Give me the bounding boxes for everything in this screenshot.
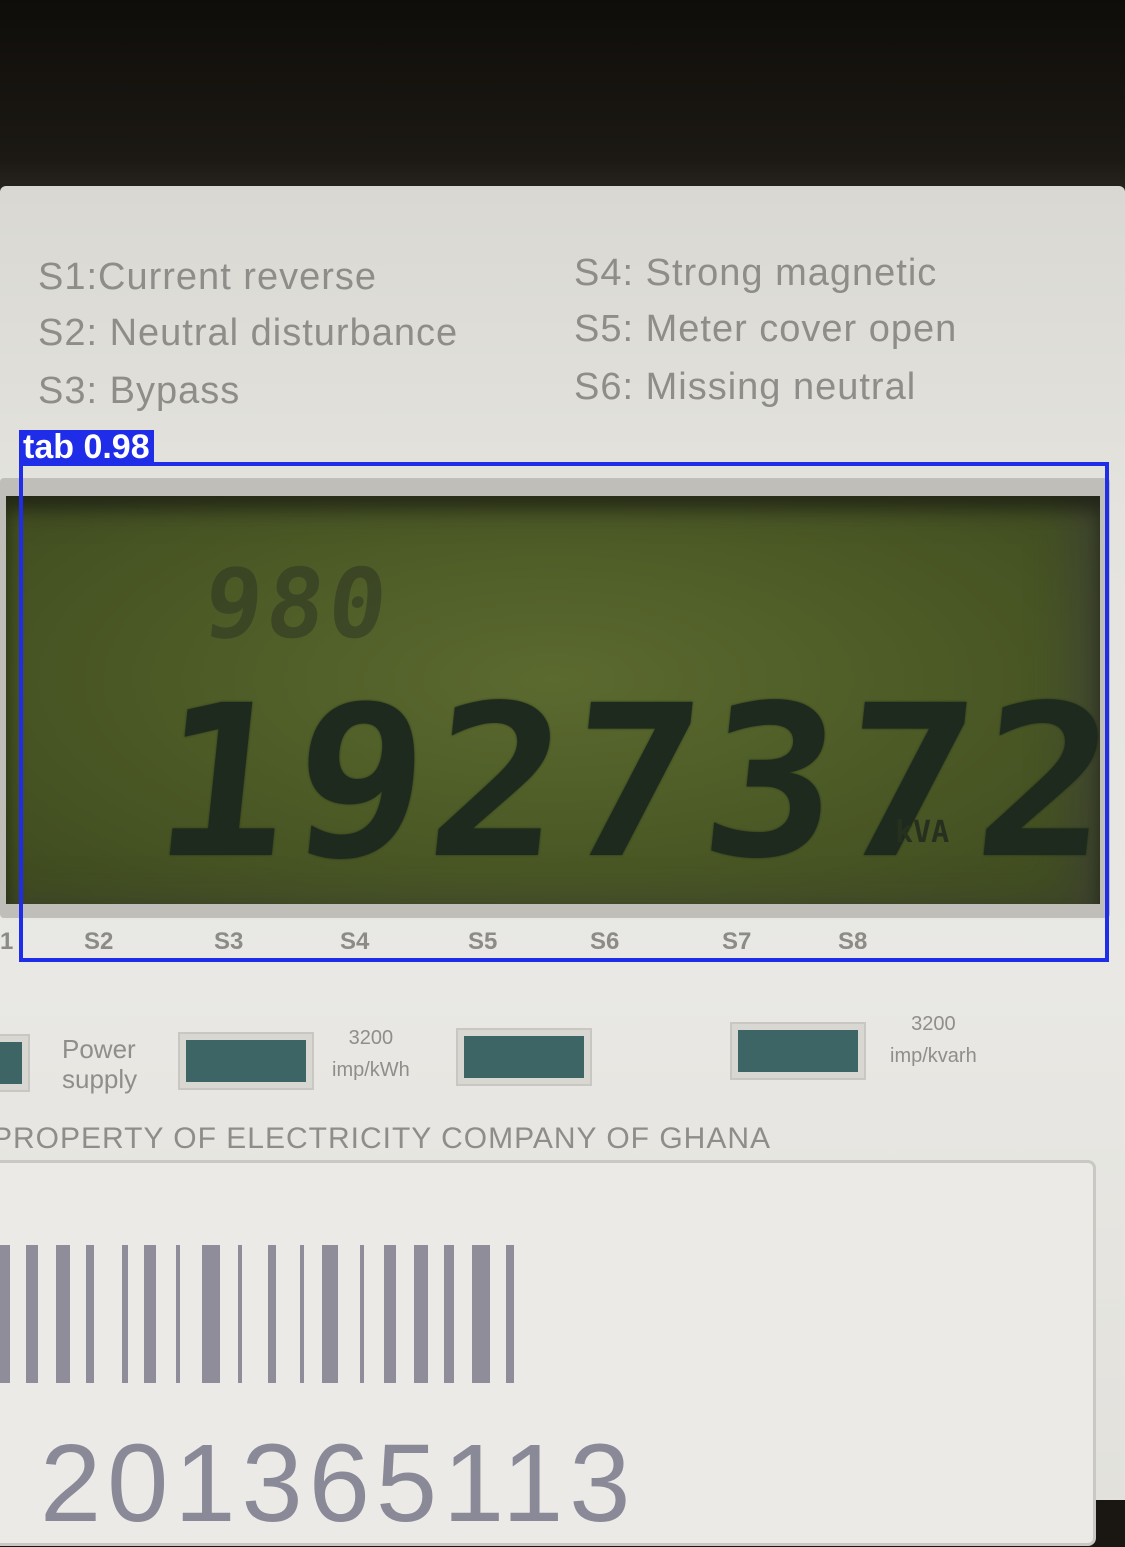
barcode-bar bbox=[268, 1245, 276, 1383]
kvarh-pulse-led bbox=[732, 1024, 864, 1078]
barcode-bar bbox=[86, 1245, 94, 1383]
status-label: S6 bbox=[590, 928, 620, 955]
status-label: 1 bbox=[0, 928, 14, 955]
barcode-bar bbox=[322, 1245, 338, 1383]
kwh-pulse-led bbox=[458, 1030, 590, 1084]
barcode-bar bbox=[56, 1245, 70, 1383]
kvarh-rate-label: 3200 imp/kvarh bbox=[890, 1013, 977, 1067]
barcode-bar bbox=[26, 1245, 38, 1383]
legend-s6: S6: Missing neutral bbox=[574, 366, 917, 408]
barcode-bar bbox=[0, 1245, 10, 1383]
barcode-bar bbox=[300, 1245, 304, 1383]
barcode-bar bbox=[122, 1245, 128, 1383]
status-label: S2 bbox=[84, 928, 114, 955]
barcode-bar bbox=[506, 1245, 514, 1383]
status-label: S4 bbox=[340, 928, 370, 955]
barcode-bar bbox=[360, 1245, 364, 1383]
dark-background bbox=[0, 0, 1125, 200]
power-supply-label: Power supply bbox=[62, 1034, 138, 1094]
legend-s2: S2: Neutral disturbance bbox=[38, 312, 459, 354]
barcode-bar bbox=[238, 1245, 242, 1383]
status-label: S7 bbox=[722, 928, 752, 955]
barcode-panel bbox=[0, 1160, 1096, 1546]
legend-s3: S3: Bypass bbox=[38, 370, 241, 412]
barcode-bar bbox=[472, 1245, 490, 1383]
led-window bbox=[0, 1036, 28, 1090]
serial-number: 201365113 bbox=[40, 1422, 637, 1545]
status-label: S3 bbox=[214, 928, 244, 955]
legend-s5: S5: Meter cover open bbox=[574, 308, 958, 350]
lcd-screen bbox=[6, 496, 1100, 904]
barcode-bar bbox=[444, 1245, 454, 1383]
lcd-unit: kVA bbox=[895, 815, 950, 850]
legend-s4: S4: Strong magnetic bbox=[574, 252, 938, 294]
ownership-text: PROPERTY OF ELECTRICITY COMPANY OF GHANA bbox=[0, 1122, 772, 1155]
detection-label: tab 0.98 bbox=[19, 430, 154, 464]
status-label: S5 bbox=[468, 928, 498, 955]
barcode-bar bbox=[414, 1245, 428, 1383]
detection-box bbox=[19, 462, 1109, 962]
legend-s1: S1:Current reverse bbox=[38, 256, 378, 298]
barcode-bar bbox=[176, 1245, 180, 1383]
status-label: S8 bbox=[838, 928, 868, 955]
power-led bbox=[180, 1034, 312, 1088]
barcode-bar bbox=[144, 1245, 156, 1383]
barcode-bar bbox=[384, 1245, 396, 1383]
kwh-rate-label: 3200 imp/kWh bbox=[332, 1027, 410, 1081]
barcode-bar bbox=[202, 1245, 220, 1383]
